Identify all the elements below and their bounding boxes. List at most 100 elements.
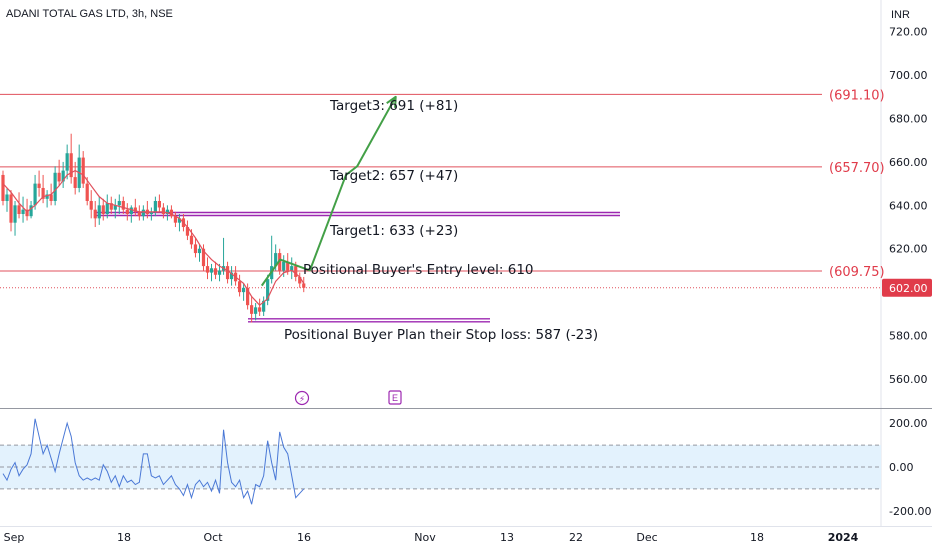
candle-body-35: [141, 209, 145, 217]
candle-body-66: [266, 279, 270, 301]
candle-body-9: [37, 183, 41, 188]
candle-body-64: [258, 307, 262, 312]
osc-tick-2: -200.00: [889, 505, 931, 518]
lightning-event-marker[interactable]: [294, 390, 310, 406]
candle-body-12: [49, 194, 53, 201]
candle-body-61: [246, 287, 250, 306]
candle-body-62: [250, 305, 254, 314]
candle-body-39: [157, 200, 161, 208]
projection-path[interactable]: [260, 96, 397, 287]
time-axis[interactable]: Sep 18 Oct 16 Nov 13 22 Dec 18 2024: [4, 531, 859, 544]
currency-label[interactable]: INR: [891, 9, 910, 21]
candle-body-6: [25, 209, 29, 217]
price-tick-2: 680.00: [889, 113, 928, 126]
candle-body-59: [237, 281, 242, 293]
candle-body-22: [89, 200, 93, 210]
candle-body-57: [229, 272, 234, 280]
candle-body-20: [81, 157, 85, 184]
candle-body-5: [21, 209, 25, 215]
level-label-2: (609.75): [829, 265, 885, 280]
candle-body-47: [189, 235, 194, 245]
candle-body-17: [69, 153, 73, 178]
ema-line: [2, 169, 305, 306]
osc-tick-0: 200.00: [889, 417, 928, 430]
annotations[interactable]: Target3: 691 (+81) Target2: 657 (+47) Targ…: [284, 98, 598, 343]
candle-body-10: [41, 187, 45, 199]
candle-body-48: [193, 244, 198, 254]
annotation-3[interactable]: Positional Buyer's Entry level: 610: [303, 262, 534, 278]
time-label-0: Sep: [4, 531, 25, 544]
annotation-1[interactable]: Target2: 657 (+47): [329, 168, 458, 184]
annotation-0[interactable]: Target3: 691 (+81): [329, 98, 458, 114]
candle-body-34: [137, 211, 141, 217]
candle-body-52: [209, 268, 214, 273]
candles: [1, 133, 306, 323]
candle-body-54: [217, 270, 222, 275]
price-tick-1: 700.00: [889, 69, 928, 82]
candle-body-31: [125, 209, 129, 215]
zone-lines[interactable]: [95, 211, 620, 323]
candle-body-14: [57, 172, 61, 182]
candle-body-53: [213, 268, 218, 275]
time-label-9: 2024: [828, 531, 859, 544]
candle-body-30: [121, 200, 125, 210]
candle-body-46: [185, 227, 190, 236]
candle-body-4: [17, 205, 21, 215]
time-label-5: 13: [500, 531, 514, 544]
oscillator-band-fill: [0, 445, 881, 489]
chart-title: ADANI TOTAL GAS LTD, 3h, NSE: [6, 8, 173, 20]
candle-body-60: [242, 287, 246, 293]
lightning-icon: ⚡: [299, 394, 305, 404]
candle-body-29: [117, 200, 121, 206]
price-tick-7: 580.00: [889, 330, 928, 343]
annotation-4[interactable]: Positional Buyer Plan their Stop loss: 5…: [284, 327, 598, 343]
candle-body-24: [97, 205, 101, 219]
time-label-1: 18: [117, 531, 131, 544]
current-price-badge: [882, 278, 932, 297]
price-tick-4: 640.00: [889, 199, 928, 212]
candle-body-56: [225, 266, 230, 280]
candle-body-3: [13, 205, 17, 223]
candle-body-15: [61, 170, 65, 182]
time-label-4: Nov: [414, 531, 436, 544]
candle-body-21: [85, 183, 89, 201]
earnings-event-marker[interactable]: [388, 390, 402, 405]
candle-body-41: [165, 209, 170, 215]
candle-body-37: [149, 211, 153, 215]
current-price-label: 602.00: [889, 282, 928, 295]
ema-polyline: [2, 169, 305, 306]
candle-body-33: [133, 207, 137, 212]
price-tick-5: 620.00: [889, 243, 928, 256]
candle-body-23: [93, 209, 97, 219]
osc-tick-1: 0.00: [889, 461, 914, 474]
candle-body-65: [262, 300, 266, 312]
oscillator-axis[interactable]: 200.00 0.00 -200.00: [889, 417, 931, 518]
oscillator-band: [0, 444, 881, 490]
candle-body-8: [33, 183, 37, 206]
candle-body-32: [129, 207, 133, 215]
projection-arrowhead[interactable]: [386, 95, 397, 108]
candle-body-51: [205, 266, 210, 273]
candle-body-2: [9, 194, 13, 223]
candle-body-73: [294, 266, 298, 277]
level-label-1: (657.70): [829, 161, 885, 176]
time-label-3: 16: [297, 531, 311, 544]
price-tick-8: 560.00: [889, 373, 928, 386]
candle-body-50: [201, 248, 206, 267]
projection-arrow[interactable]: [260, 95, 397, 287]
candle-body-25: [101, 205, 105, 215]
level-lines[interactable]: (691.10) (657.70) (609.75): [0, 88, 885, 289]
candle-body-63: [254, 307, 258, 314]
candle-body-11: [45, 194, 49, 199]
time-label-6: 22: [569, 531, 583, 544]
candle-body-13: [53, 172, 57, 201]
candle-body-28: [113, 205, 117, 210]
price-axis[interactable]: 720.00700.00680.00660.00640.00620.00600.…: [882, 26, 932, 386]
oscillator-polyline: [2, 418, 305, 505]
candle-body-7: [29, 205, 33, 217]
event-markers[interactable]: ⚡ E: [294, 390, 402, 406]
time-label-7: Dec: [636, 531, 657, 544]
annotation-2[interactable]: Target1: 633 (+23): [329, 223, 458, 239]
candle-body-44: [177, 218, 182, 223]
